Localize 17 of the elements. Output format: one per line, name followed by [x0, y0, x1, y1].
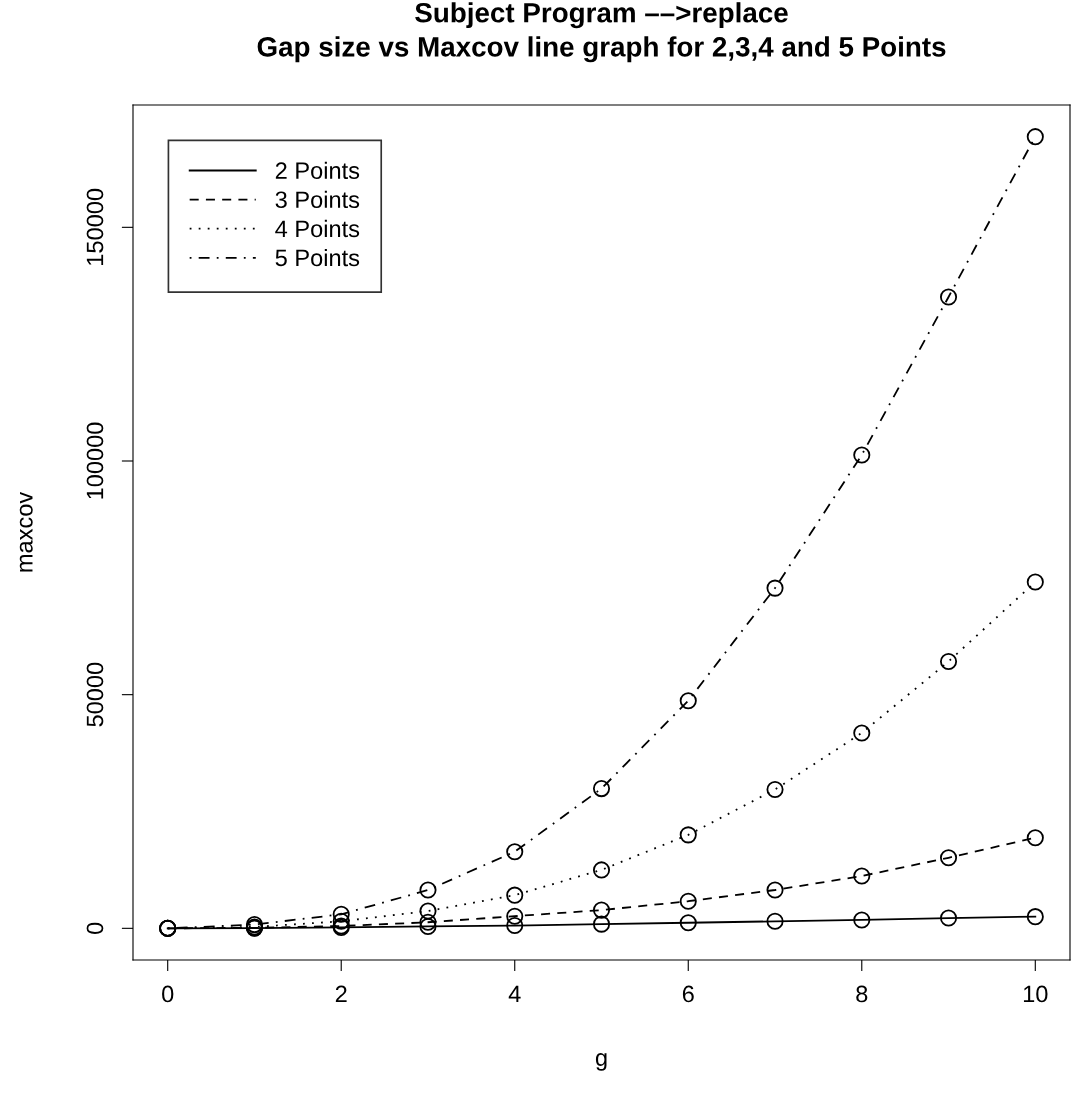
legend-label: 4 Points — [275, 219, 360, 238]
y-tick-label: 100000 — [86, 422, 104, 499]
legend-label: 2 Points — [275, 161, 360, 180]
x-tick-label: 6 — [682, 985, 694, 1003]
x-tick-label: 2 — [335, 985, 347, 1003]
x-tick-label: 8 — [856, 985, 868, 1003]
y-axis-title: maxcov — [19, 491, 33, 572]
y-tick-label: 50000 — [86, 662, 104, 727]
legend-label: 3 Points — [275, 190, 360, 209]
y-tick-label: 0 — [86, 922, 104, 934]
x-axis-title: g — [595, 1053, 607, 1071]
legend-label: 5 Points — [275, 248, 360, 267]
y-tick-label: 150000 — [86, 188, 104, 265]
x-tick-label: 0 — [162, 985, 174, 1003]
chart-title: Subject Program ––>replace Gap size vs Maxcov line graph for 2,3,4 and 5 Points — [257, 2, 946, 63]
x-tick-label: 10 — [1023, 985, 1048, 1003]
x-tick-label: 4 — [508, 985, 521, 1003]
